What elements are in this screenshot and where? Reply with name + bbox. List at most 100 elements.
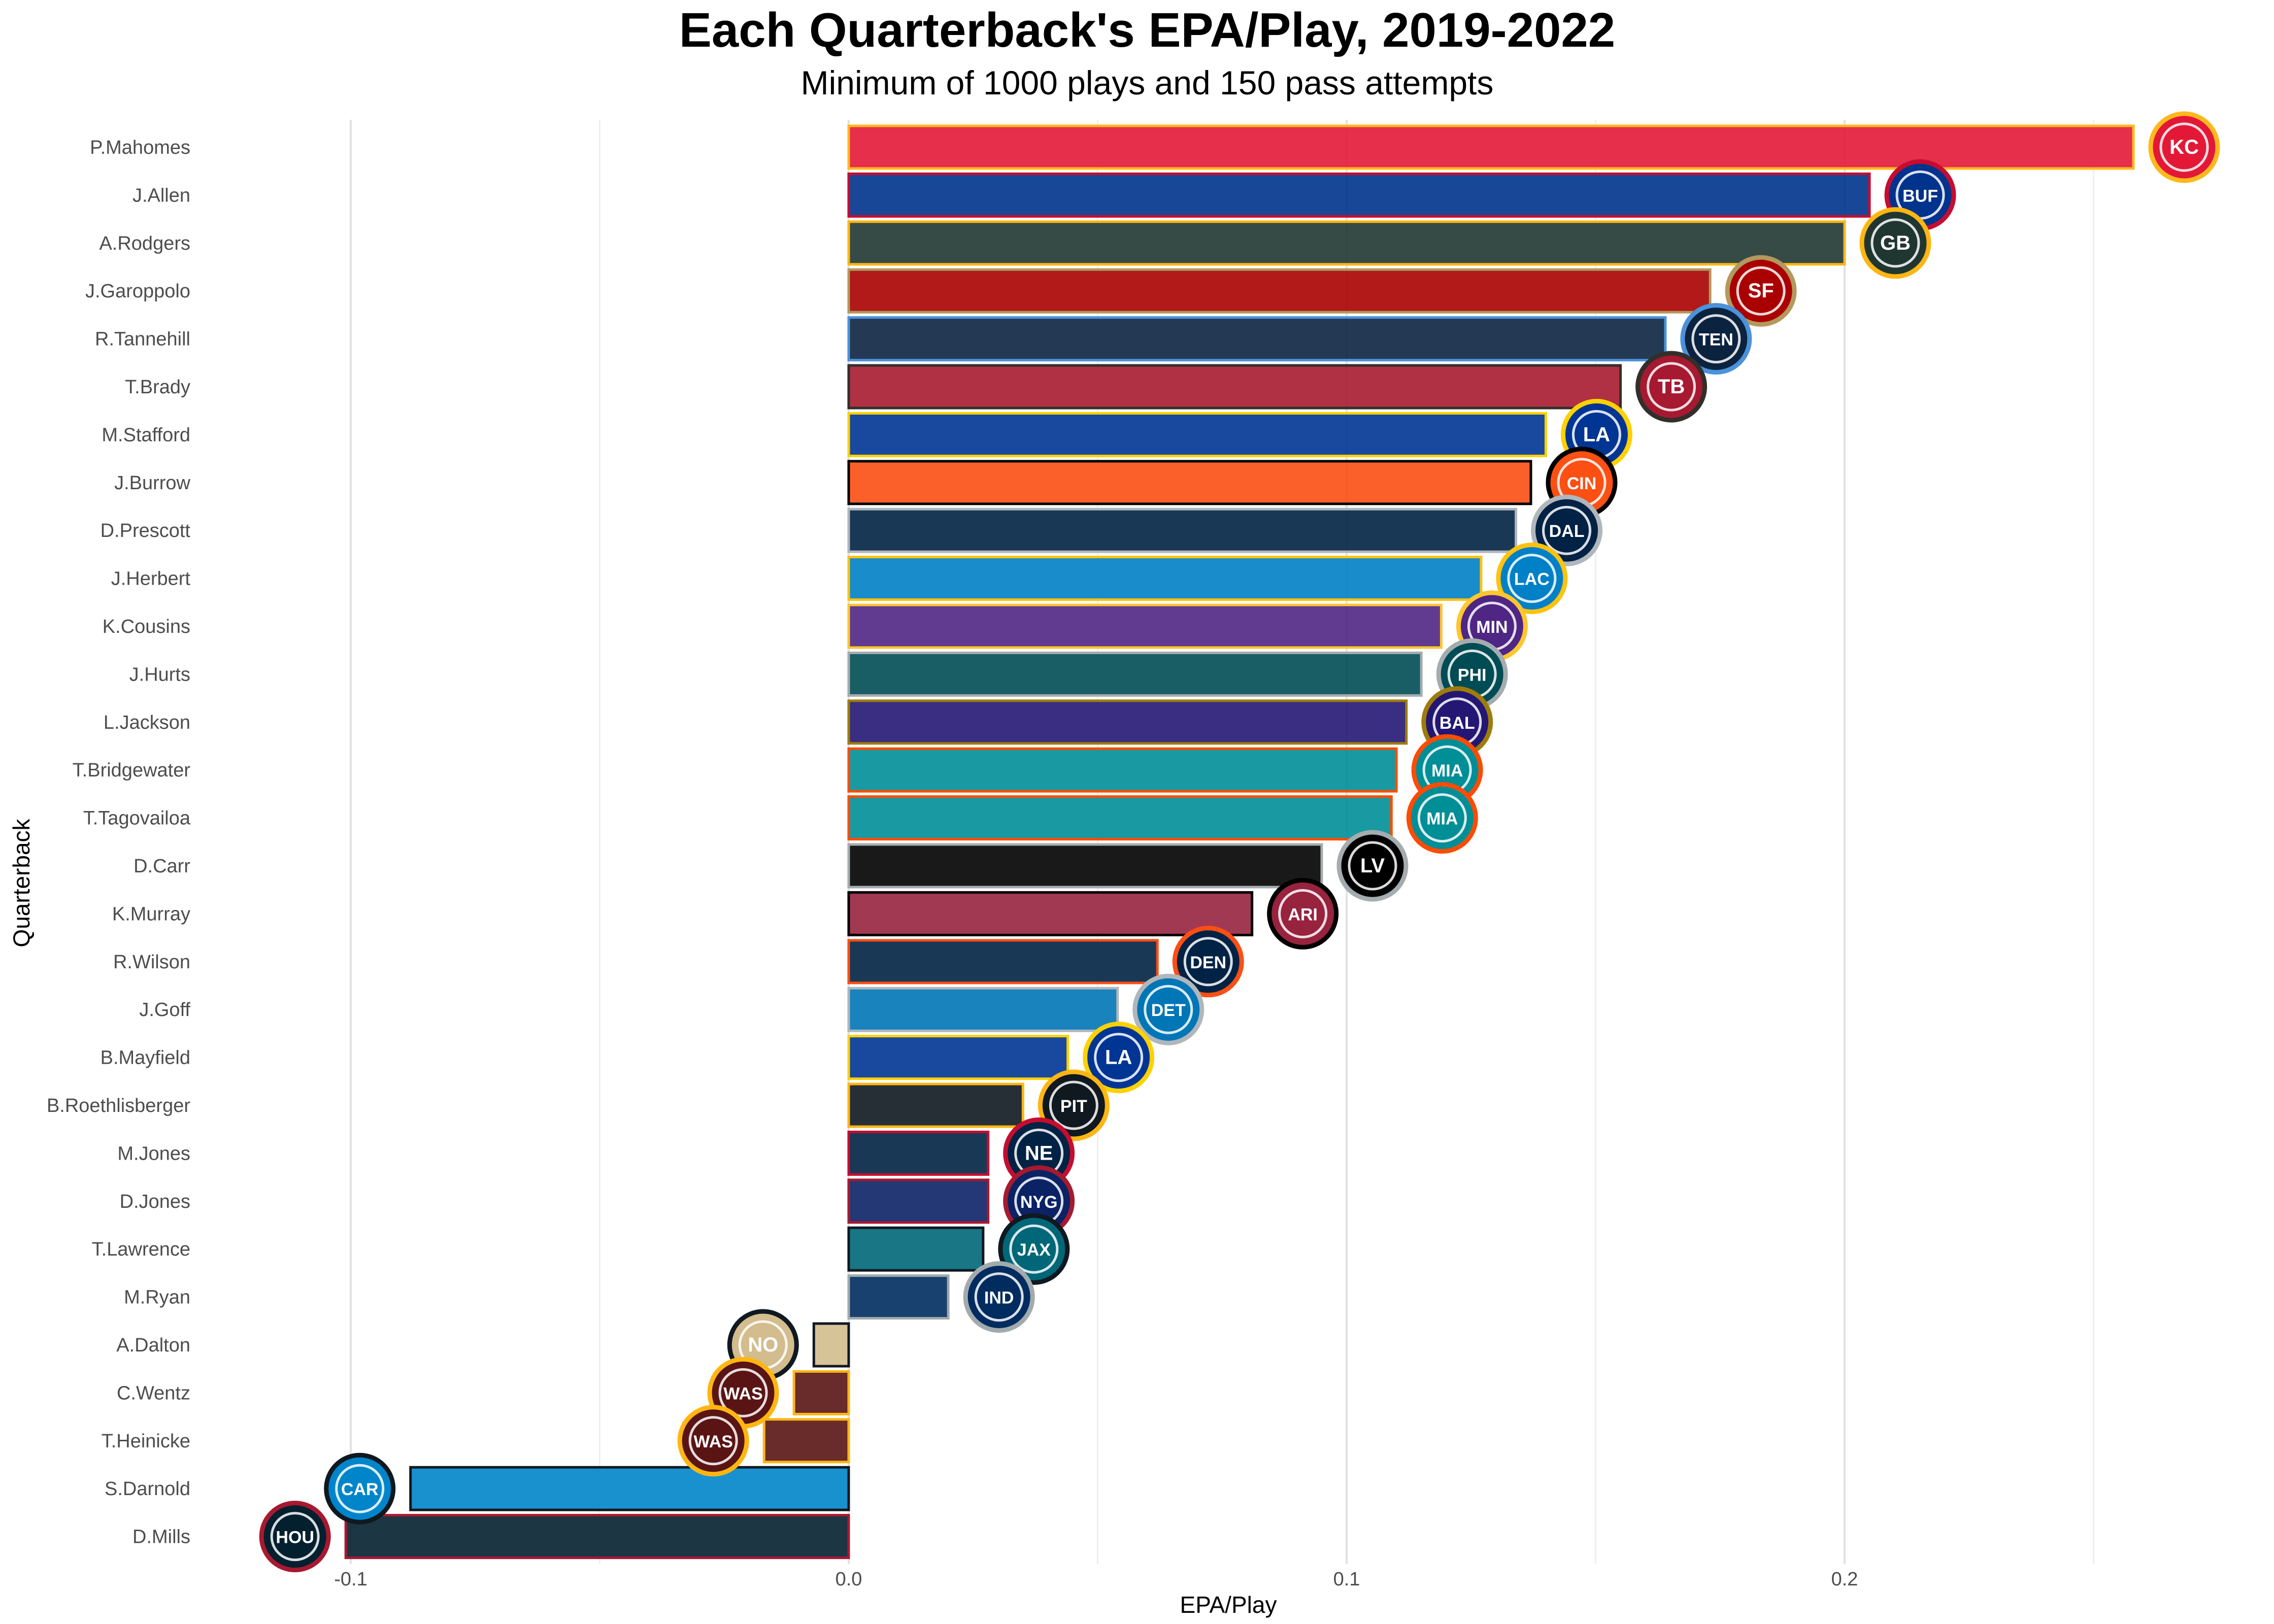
bar-jhurts: [847, 651, 1423, 697]
y-tick-label: T.Brady: [125, 377, 190, 398]
bar-jallen: [847, 172, 1871, 218]
svg-text:SF: SF: [1748, 280, 1774, 302]
y-tick-label: B.Mayfield: [101, 1047, 190, 1069]
bar-djones: [847, 1178, 990, 1224]
bar-theinicke: [762, 1418, 850, 1464]
bar-dmills: [344, 1514, 850, 1560]
x-axis-title: EPA/Play: [1180, 1592, 1277, 1618]
bar-jgoff: [847, 987, 1119, 1032]
bar-dprescott: [847, 507, 1518, 553]
bar-ttagovailoa: [847, 795, 1393, 841]
bar-ljackson: [847, 699, 1408, 745]
svg-text:MIA: MIA: [1431, 761, 1463, 781]
bar-mstafford: [847, 412, 1547, 457]
bar-rtannehill: [847, 316, 1667, 362]
y-tick-label: J.Garoppolo: [85, 281, 190, 302]
panthers-head-icon: CAR: [324, 1452, 396, 1525]
y-tick-label: D.Mills: [132, 1527, 190, 1548]
team-logos: KC BUF GB SF TEN TB LA CIN DAL LAC MIN PHI BAL MIA MIA…: [259, 111, 2220, 1573]
x-tick-label: 0.0: [835, 1569, 862, 1590]
bar-bmayfield: [847, 1035, 1069, 1080]
svg-text:HOU: HOU: [276, 1528, 314, 1547]
y-axis-title: Quarterback: [8, 818, 35, 947]
bar-broethlisberger: [847, 1082, 1024, 1128]
packers-g-icon: GB: [1859, 207, 1931, 279]
svg-text:TEN: TEN: [1699, 330, 1733, 350]
svg-text:NE: NE: [1025, 1142, 1053, 1164]
x-tick-labels: -0.1 0.0 0.1 0.2: [334, 1569, 1858, 1590]
y-tick-label: D.Prescott: [101, 520, 191, 542]
x-tick-label: -0.1: [334, 1569, 367, 1590]
chart-subtitle: Minimum of 1000 plays and 150 pass attem…: [801, 64, 1494, 101]
y-tick-label: T.Heinicke: [102, 1431, 190, 1452]
y-tick-label: T.Bridgewater: [73, 760, 191, 781]
svg-text:MIN: MIN: [1476, 618, 1508, 637]
colts-horseshoe-icon: IND: [963, 1261, 1035, 1333]
svg-text:CIN: CIN: [1567, 474, 1597, 493]
bar-rwilson: [847, 939, 1159, 985]
broncos-head-icon: DEN: [1172, 926, 1244, 998]
bar-dcarr: [847, 843, 1323, 889]
y-tick-label: A.Rodgers: [99, 233, 190, 254]
cardinals-head-icon: ARI: [1267, 877, 1339, 950]
svg-text:LV: LV: [1360, 855, 1385, 877]
chiefs-arrowhead-icon: KC: [2148, 111, 2220, 183]
svg-text:DEN: DEN: [1190, 953, 1226, 972]
ravens-head-icon: BAL: [1421, 686, 1493, 758]
svg-text:NYG: NYG: [1020, 1193, 1058, 1212]
bar-jgaroppolo: [847, 268, 1712, 314]
x-tick-label: 0.1: [1333, 1569, 1360, 1590]
y-tick-label: P.Mahomes: [90, 137, 190, 158]
bar-tbridgewater: [847, 747, 1398, 793]
svg-text:WAS: WAS: [723, 1384, 762, 1403]
svg-text:BUF: BUF: [1902, 186, 1938, 206]
49ers-sf-oval-icon: SF: [1725, 255, 1797, 327]
y-tick-label: J.Herbert: [111, 568, 191, 590]
svg-text:TB: TB: [1658, 376, 1685, 398]
dolphins-icon: MIA: [1406, 782, 1478, 854]
y-tick-label: D.Jones: [120, 1191, 190, 1212]
lions-icon: DET: [1132, 973, 1205, 1045]
bar-tlawrence: [847, 1226, 985, 1272]
y-tick-label: R.Wilson: [113, 952, 190, 973]
svg-text:LA: LA: [1583, 423, 1610, 446]
titans-t-icon: TEN: [1680, 303, 1752, 375]
cowboys-star-icon: DAL: [1531, 494, 1603, 566]
y-tick-label: B.Roethlisberger: [47, 1095, 190, 1116]
y-tick-label: J.Goff: [139, 999, 190, 1021]
y-tick-label: K.Murray: [112, 903, 190, 925]
bar-tbrady: [847, 364, 1622, 410]
bar-mryan: [847, 1274, 950, 1320]
y-tick-label: S.Darnold: [105, 1478, 190, 1500]
svg-text:GB: GB: [1880, 232, 1911, 254]
y-tick-label: D.Carr: [133, 856, 190, 877]
y-tick-label: J.Allen: [132, 185, 190, 206]
svg-text:KC: KC: [2169, 136, 2199, 158]
jaguars-head-icon: JAX: [998, 1213, 1070, 1285]
y-tick-label: L.Jackson: [104, 712, 190, 733]
chart-title: Each Quarterback's EPA/Play, 2019-2022: [679, 3, 1615, 57]
y-tick-label: A.Dalton: [116, 1335, 190, 1356]
svg-text:PHI: PHI: [1458, 665, 1487, 685]
svg-text:LA: LA: [1105, 1046, 1132, 1069]
svg-text:BAL: BAL: [1440, 714, 1475, 733]
y-tick-label: R.Tannehill: [95, 329, 190, 350]
y-tick-label: M.Jones: [117, 1143, 190, 1164]
commanders-w-icon: WAS: [677, 1405, 749, 1477]
svg-text:PIT: PIT: [1060, 1097, 1087, 1116]
svg-text:ARI: ARI: [1288, 905, 1318, 924]
y-tick-label: J.Burrow: [114, 472, 190, 494]
chargers-bolt-icon: LAC: [1496, 543, 1568, 615]
texans-head-icon: HOU: [259, 1501, 331, 1573]
x-tick-label: 0.2: [1831, 1569, 1858, 1590]
svg-text:WAS: WAS: [694, 1432, 733, 1451]
svg-text:JAX: JAX: [1017, 1240, 1051, 1260]
bar-jburrow: [847, 460, 1532, 505]
svg-text:NO: NO: [748, 1334, 778, 1356]
bar-cwentz: [792, 1370, 850, 1415]
y-tick-label: C.Wentz: [117, 1382, 190, 1404]
bar-mjones: [847, 1130, 990, 1176]
svg-text:CAR: CAR: [341, 1480, 379, 1499]
bar-pmahomes: [847, 124, 2135, 170]
